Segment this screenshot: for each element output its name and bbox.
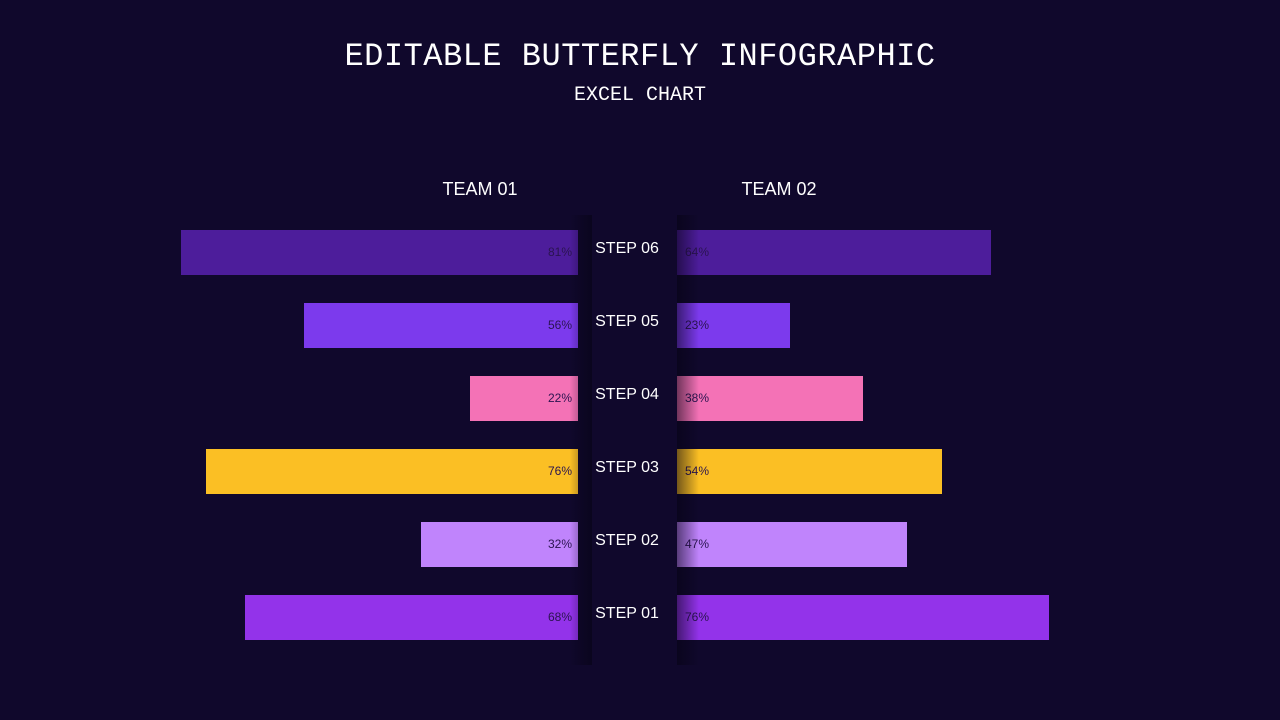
bar-team-02-step-03 <box>677 449 942 494</box>
category-label-step-01: STEP 01 <box>595 605 659 622</box>
bar-team-02-step-02 <box>677 522 908 567</box>
bar-team-01-step-04 <box>470 376 578 421</box>
category-label-step-06: STEP 06 <box>595 240 659 257</box>
value-label-team-01-step-06: 81% <box>547 245 572 259</box>
chart-subtitle: EXCEL CHART <box>573 84 707 107</box>
bar-team-02-step-04 <box>677 376 864 421</box>
bar-team-02-step-06 <box>677 230 991 275</box>
series-label-team-02: TEAM 02 <box>741 179 817 199</box>
bar-team-02-step-01 <box>677 595 1050 640</box>
series-label-team-01: TEAM 01 <box>442 179 518 199</box>
bar-team-01-step-05 <box>303 303 578 348</box>
value-label-team-02-step-04: 38% <box>685 391 710 405</box>
value-label-team-02-step-05: 23% <box>685 318 710 332</box>
chart-title: EDITABLE BUTTERFLY INFOGRAPHIC <box>344 38 936 75</box>
value-label-team-01-step-02: 32% <box>547 537 572 551</box>
category-label-step-05: STEP 05 <box>595 313 659 330</box>
value-label-team-01-step-03: 76% <box>547 464 572 478</box>
value-label-team-01-step-01: 68% <box>547 610 572 624</box>
value-label-team-01-step-05: 56% <box>547 318 572 332</box>
value-label-team-02-step-02: 47% <box>685 537 710 551</box>
category-label-step-02: STEP 02 <box>595 532 659 549</box>
value-label-team-02-step-01: 76% <box>685 610 710 624</box>
value-label-team-01-step-04: 22% <box>547 391 572 405</box>
category-label-step-03: STEP 03 <box>595 459 659 476</box>
bar-team-01-step-02 <box>421 522 578 567</box>
bar-team-01-step-06 <box>181 230 578 275</box>
value-label-team-02-step-03: 54% <box>685 464 710 478</box>
category-label-step-04: STEP 04 <box>595 386 659 403</box>
bar-team-01-step-01 <box>244 595 578 640</box>
bar-team-01-step-03 <box>205 449 578 494</box>
value-label-team-02-step-06: 64% <box>685 245 710 259</box>
